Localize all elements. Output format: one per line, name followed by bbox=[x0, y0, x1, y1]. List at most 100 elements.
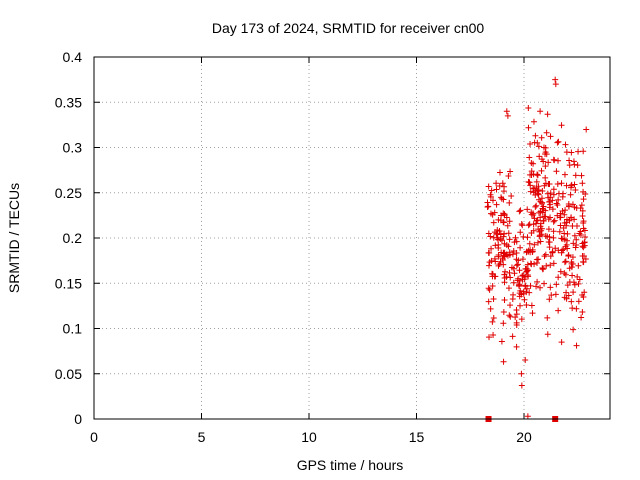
data-point bbox=[539, 266, 546, 273]
data-point bbox=[570, 326, 577, 333]
data-point bbox=[546, 244, 553, 251]
data-point bbox=[547, 133, 554, 140]
data-point bbox=[530, 118, 537, 125]
data-point bbox=[500, 233, 507, 240]
data-point bbox=[550, 234, 557, 241]
data-point bbox=[509, 251, 516, 258]
data-point bbox=[521, 296, 528, 303]
data-point bbox=[504, 252, 511, 259]
data-point bbox=[555, 138, 562, 145]
data-point bbox=[555, 196, 562, 203]
data-point bbox=[529, 310, 536, 317]
data-point bbox=[541, 280, 548, 287]
data-point bbox=[544, 111, 551, 118]
data-point bbox=[578, 172, 585, 179]
data-point bbox=[504, 222, 511, 229]
data-point bbox=[489, 270, 496, 277]
data-point bbox=[580, 148, 587, 155]
data-point bbox=[519, 256, 526, 263]
data-point bbox=[490, 219, 497, 226]
data-point bbox=[555, 190, 562, 197]
data-point bbox=[500, 210, 507, 217]
data-point bbox=[556, 228, 563, 235]
data-point bbox=[565, 201, 572, 208]
data-point bbox=[566, 265, 573, 272]
data-point bbox=[566, 157, 573, 164]
data-point bbox=[541, 253, 548, 260]
data-point bbox=[532, 132, 539, 139]
data-point bbox=[563, 295, 570, 302]
data-point bbox=[542, 251, 549, 258]
data-point bbox=[530, 227, 537, 234]
data-point bbox=[525, 222, 532, 229]
data-point bbox=[512, 234, 519, 241]
data-point bbox=[578, 202, 585, 209]
data-point bbox=[507, 168, 514, 175]
data-point bbox=[537, 208, 544, 215]
data-point bbox=[582, 190, 589, 197]
data-point bbox=[581, 239, 588, 246]
data-point bbox=[561, 270, 568, 277]
data-point bbox=[504, 112, 511, 119]
data-point bbox=[503, 214, 510, 221]
x-tick-label: 15 bbox=[409, 429, 425, 445]
data-point bbox=[522, 357, 529, 364]
data-point bbox=[573, 342, 580, 349]
data-point bbox=[506, 312, 513, 319]
data-point bbox=[533, 178, 540, 185]
ticks-layer: 0 0.05 0.1 0.15 0.2 0.25 0.3 0.35 0.4 0 5 10 15 20 bbox=[55, 49, 610, 445]
data-point bbox=[493, 180, 500, 187]
data-point bbox=[559, 193, 566, 200]
data-point bbox=[537, 238, 544, 245]
data-point bbox=[502, 268, 509, 275]
points-layer bbox=[484, 76, 590, 422]
data-point bbox=[493, 186, 500, 193]
data-point bbox=[503, 108, 510, 115]
data-point bbox=[562, 258, 569, 265]
data-point bbox=[528, 209, 535, 216]
y-tick-label: 0.35 bbox=[55, 94, 82, 110]
data-point bbox=[518, 382, 525, 389]
data-point bbox=[557, 268, 564, 275]
data-point bbox=[501, 296, 508, 303]
data-point bbox=[574, 273, 581, 280]
data-point bbox=[546, 296, 553, 303]
data-point bbox=[498, 195, 505, 202]
data-point bbox=[530, 185, 537, 192]
data-point bbox=[509, 333, 516, 340]
data-point bbox=[526, 289, 533, 296]
data-point bbox=[488, 257, 495, 264]
data-point bbox=[518, 370, 525, 377]
data-point bbox=[569, 223, 576, 230]
data-point bbox=[523, 265, 530, 272]
data-point bbox=[578, 314, 585, 321]
data-point bbox=[572, 187, 579, 194]
x-tick-label: 10 bbox=[301, 429, 317, 445]
data-point bbox=[513, 322, 520, 329]
data-point bbox=[572, 172, 579, 179]
data-point bbox=[542, 163, 549, 170]
data-point bbox=[517, 207, 524, 214]
data-point bbox=[523, 302, 530, 309]
data-point bbox=[517, 229, 524, 236]
data-point bbox=[486, 334, 493, 341]
data-point bbox=[577, 205, 584, 212]
data-point bbox=[558, 235, 565, 242]
data-point bbox=[573, 236, 580, 243]
chart-title: Day 173 of 2024, SRMTID for receiver cn0… bbox=[212, 20, 485, 36]
data-point bbox=[533, 184, 540, 191]
data-point bbox=[560, 224, 567, 231]
data-point bbox=[577, 231, 584, 238]
data-point bbox=[545, 226, 552, 233]
data-point bbox=[581, 289, 588, 296]
data-point bbox=[506, 199, 513, 206]
data-point bbox=[530, 171, 537, 178]
data-point bbox=[547, 253, 554, 260]
data-point bbox=[579, 212, 586, 219]
data-point bbox=[549, 249, 556, 256]
data-point bbox=[485, 183, 492, 190]
data-point bbox=[496, 169, 503, 176]
data-point bbox=[553, 168, 560, 175]
data-point bbox=[533, 283, 540, 290]
